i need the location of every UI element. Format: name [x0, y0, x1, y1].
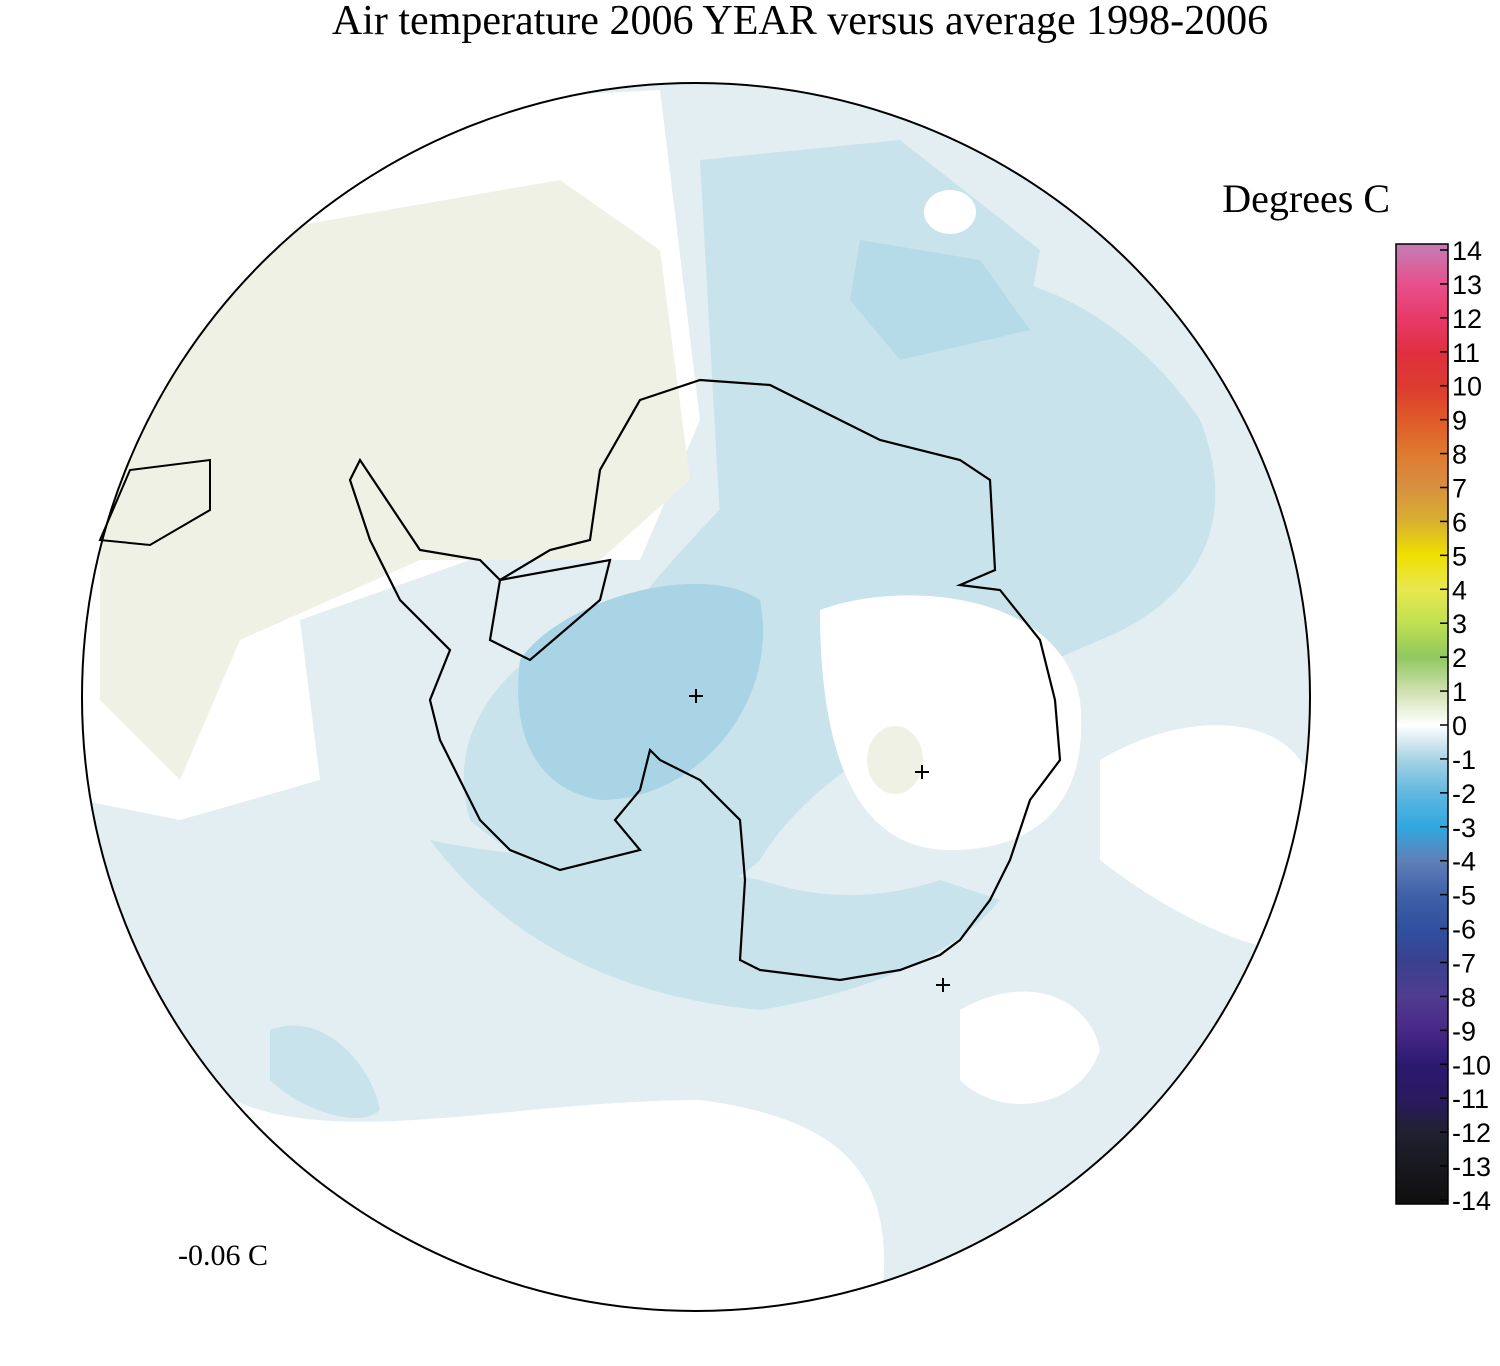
coastline	[348, 378, 1062, 982]
colorbar-tick-label: 6	[1452, 507, 1467, 537]
colorbar-tick-label: 8	[1452, 440, 1467, 470]
colorbar-tick-label: -7	[1452, 949, 1476, 979]
map-title: Air temperature 2006 YEAR versus average…	[332, 0, 1268, 44]
colorbar-tick-label: -3	[1452, 813, 1476, 843]
colorbar-tick-label: 14	[1452, 236, 1482, 266]
coastline	[98, 458, 211, 547]
colorbar-tick-label: 1	[1452, 677, 1467, 707]
colorbar-tick-label: -1	[1452, 745, 1476, 775]
colorbar-tick-label: -5	[1452, 881, 1476, 911]
colorbar-tick-label: 4	[1452, 575, 1467, 605]
colorbar-tick-label: 7	[1452, 474, 1467, 504]
colorbar-tick-label: -4	[1452, 847, 1476, 877]
colorbar-tick-label: -14	[1452, 1186, 1491, 1216]
colorbar-tick-label: -2	[1452, 779, 1476, 809]
colorbar-tick-label: -6	[1452, 915, 1476, 945]
colorbar-tick-label: -11	[1452, 1084, 1489, 1114]
colorbar-tick-label: -13	[1452, 1152, 1491, 1182]
anomaly-field	[82, 83, 1310, 1311]
colorbar-tick-label: 3	[1452, 609, 1467, 639]
colorbar-tick-label: 10	[1452, 372, 1482, 402]
map-border	[81, 82, 1311, 1312]
colorbar-tick-label: -10	[1452, 1050, 1491, 1080]
colorbar-tick-label: 5	[1452, 541, 1467, 571]
colorbar-tick-label: 9	[1452, 406, 1467, 436]
colorbar-tick-label: -9	[1452, 1016, 1476, 1046]
colorbar-title: Degrees C	[1222, 176, 1390, 221]
colorbar-tick-label: 13	[1452, 270, 1482, 300]
colorbar-tick-label: 0	[1452, 711, 1467, 741]
colorbar-tick-label: 12	[1452, 304, 1482, 334]
colorbar-tick-label: -8	[1452, 982, 1476, 1012]
colorbar	[1395, 243, 1449, 1205]
colorbar-tick-label: -12	[1452, 1118, 1491, 1148]
pole-markers	[689, 689, 950, 992]
colorbar-tick-label: 2	[1452, 643, 1467, 673]
annotation: -0.06 C	[178, 1239, 268, 1272]
colorbar-tick-label: 11	[1452, 338, 1480, 368]
